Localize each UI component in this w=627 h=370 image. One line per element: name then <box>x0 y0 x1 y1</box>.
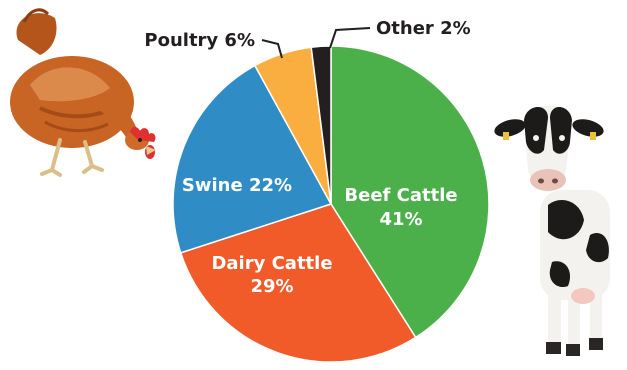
label-swine: Swine 22% <box>182 175 292 196</box>
pie-slices <box>172 45 490 363</box>
leader-lines <box>261 27 371 59</box>
label-beef-cattle: Beef Cattle <box>344 185 457 206</box>
pie-slice-dairy-cattle <box>179 203 417 363</box>
chicken-image <box>10 8 156 177</box>
cow-image <box>494 105 610 356</box>
pie-slice-swine <box>172 64 333 254</box>
label-poultry: Poultry 6% <box>144 30 255 51</box>
label-dairy-cattle-percent: 29% <box>250 276 293 297</box>
pie-slice-beef-cattle <box>330 45 490 339</box>
poultry-leader-line <box>261 39 283 59</box>
label-other: Other 2% <box>376 18 471 39</box>
label-beef-cattle-percent: 41% <box>379 209 422 230</box>
label-dairy-cattle: Dairy Cattle <box>211 253 332 274</box>
other-leader-line <box>329 27 371 49</box>
